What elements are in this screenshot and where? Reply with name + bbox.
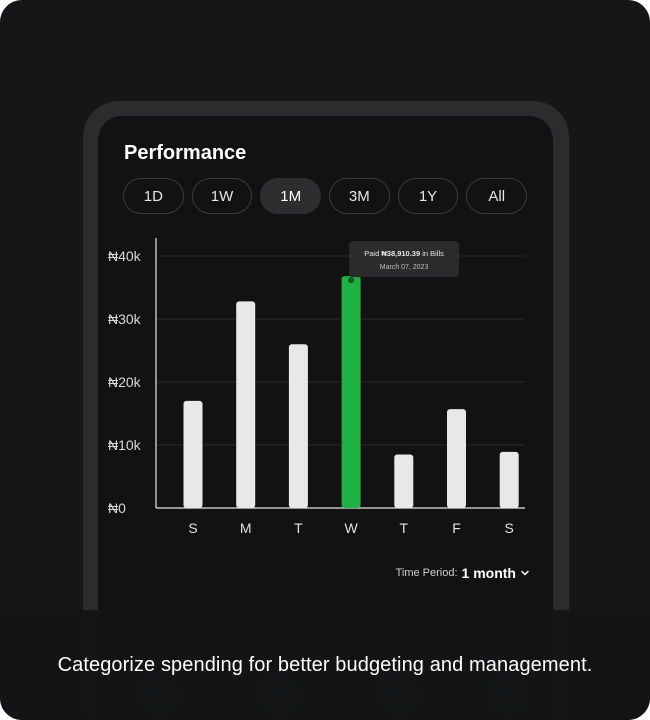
tooltip-text: Paid ₦38,910.39 in Bills: [364, 249, 444, 258]
x-tick-label: F: [452, 520, 461, 536]
time-period-label: Time Period:: [395, 567, 458, 579]
y-tick-label: ₦10k: [108, 437, 142, 453]
tab-1w[interactable]: 1W: [191, 178, 253, 214]
x-tick-label: S: [188, 520, 197, 536]
page-title: Performance: [124, 142, 247, 164]
tooltip-date: March 07, 2023: [380, 264, 429, 271]
bar: [394, 454, 414, 508]
x-tick-label: W: [344, 520, 358, 536]
tab-1d[interactable]: 1D: [123, 178, 184, 214]
time-period-value: 1 month: [461, 565, 516, 581]
chevron-down-icon: [521, 570, 529, 576]
bar: [183, 400, 203, 508]
spending-bar-chart: ₦0 ₦10k ₦20k ₦30k ₦40k S M T W T F S Paid ₦38,910.39…: [108, 238, 525, 536]
x-tick-label: M: [240, 520, 252, 536]
y-tick-label: ₦30k: [108, 311, 142, 327]
y-tick-label: ₦40k: [108, 248, 142, 264]
caption-text: Categorize spending for better budgeting…: [57, 653, 593, 676]
tooltip-amount: ₦38,910.39: [381, 249, 420, 258]
tab-all[interactable]: All: [466, 178, 528, 214]
time-period-selector[interactable]: Time Period: 1 month: [396, 565, 530, 581]
bar: [447, 409, 466, 508]
bar: [236, 301, 256, 508]
x-tick-label: T: [294, 520, 303, 536]
y-tick-label: ₦0: [108, 500, 126, 516]
x-tick-label: T: [400, 520, 409, 536]
x-tick-label: S: [505, 520, 514, 536]
y-tick-label: ₦20k: [108, 374, 142, 390]
tooltip-dot: [348, 277, 355, 284]
bar: [288, 344, 308, 508]
period-tabs: 1D 1W 1M 3M 1Y All: [123, 178, 528, 216]
caption-banner: Categorize spending for better budgeting…: [0, 610, 650, 720]
tab-1m[interactable]: 1M: [260, 178, 322, 214]
tab-1y[interactable]: 1Y: [397, 178, 459, 214]
tab-3m[interactable]: 3M: [329, 178, 390, 214]
bar: [499, 451, 519, 508]
tooltip-box: [349, 241, 460, 278]
highlighted-bar: [341, 276, 361, 508]
